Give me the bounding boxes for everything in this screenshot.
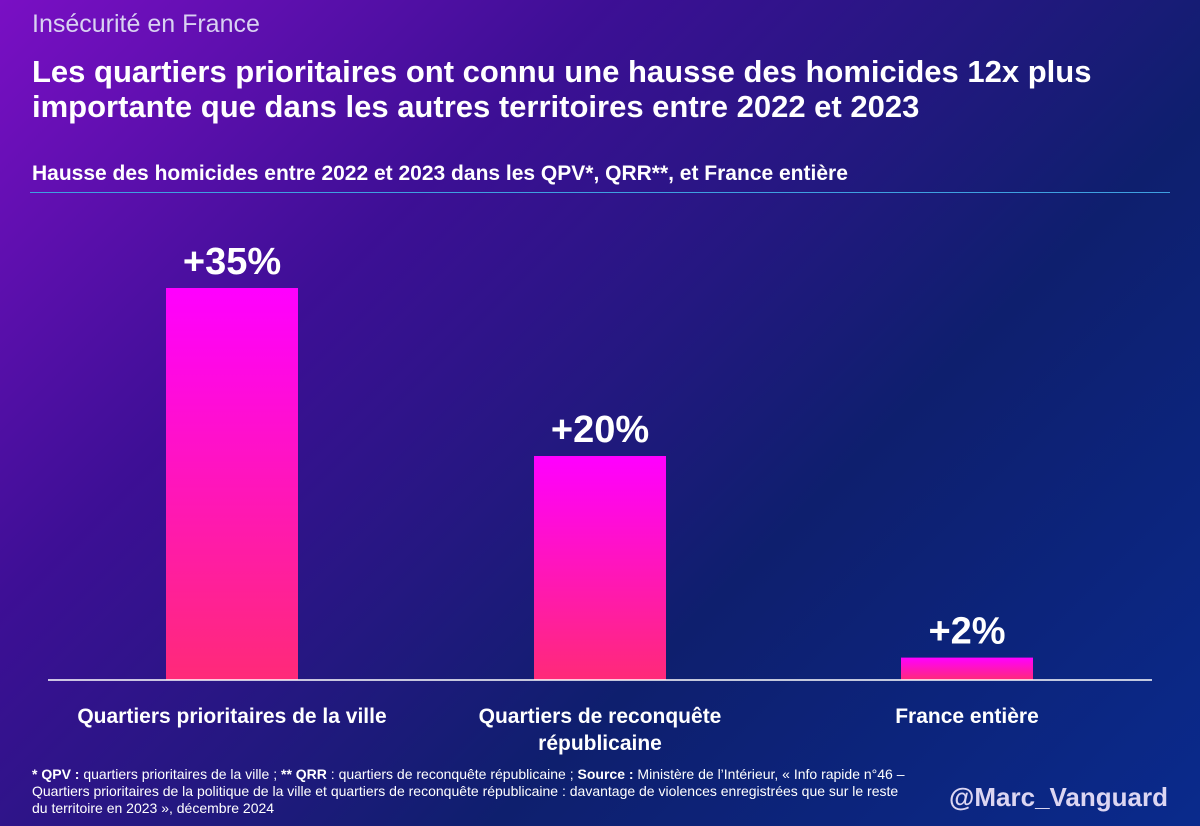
footnote-qrr-key: ** QRR — [281, 766, 327, 782]
data-label-1: +35% — [183, 241, 281, 283]
footnote-source-text: Ministère de l’Intérieur, « Info rapide … — [32, 766, 905, 816]
bar-2 — [534, 456, 666, 680]
author-handle: @Marc_Vanguard — [949, 782, 1168, 812]
footnote-qpv-text: quartiers prioritaires de la ville ; — [79, 766, 281, 782]
category-label-2: Quartiers de reconquête républicaine — [479, 705, 722, 755]
data-label-2: +20% — [551, 409, 649, 451]
footnote: * QPV : quartiers prioritaires de la vil… — [32, 766, 912, 817]
headline: Les quartiers prioritaires ont connu une… — [32, 54, 1092, 124]
data-label-3: +2% — [928, 611, 1005, 653]
footnote-source-key: Source : — [577, 766, 634, 782]
title-divider — [30, 192, 1170, 193]
category-label-1: Quartiers prioritaires de la ville — [77, 705, 386, 728]
kicker: Insécurité en France — [32, 10, 260, 38]
category-label-3: France entière — [895, 705, 1039, 728]
footnote-qpv-key: * QPV : — [32, 766, 80, 782]
chart-title: Hausse des homicides entre 2022 et 2023 … — [32, 162, 848, 185]
footnote-qrr-text: : quartiers de reconquête républicaine ; — [326, 766, 578, 782]
bar-1 — [166, 288, 298, 680]
bar-3 — [901, 657, 1033, 680]
